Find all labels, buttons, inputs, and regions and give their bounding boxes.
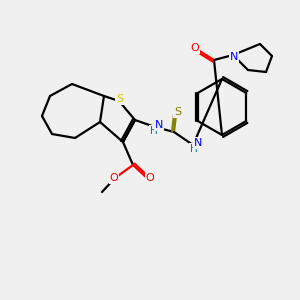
Text: O: O	[146, 173, 154, 183]
Text: S: S	[116, 94, 124, 104]
Text: N: N	[230, 52, 238, 62]
Text: S: S	[174, 107, 182, 117]
Text: O: O	[190, 43, 200, 53]
Text: H: H	[150, 126, 158, 136]
Text: N: N	[155, 120, 163, 130]
Text: O: O	[110, 173, 118, 183]
Text: N: N	[194, 138, 202, 148]
Text: H: H	[190, 144, 198, 154]
